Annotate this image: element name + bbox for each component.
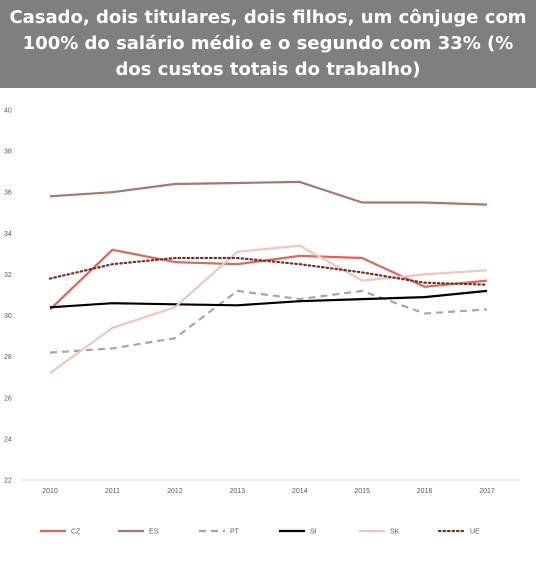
legend-label: SK bbox=[390, 529, 400, 536]
series-layer bbox=[48, 180, 489, 374]
y-tick-label: 34 bbox=[4, 231, 12, 238]
legend-label: ES bbox=[149, 529, 159, 536]
x-tick-label: 2011 bbox=[105, 488, 120, 495]
legend-label: PT bbox=[230, 529, 240, 536]
axis-layer: 22 24 26 28 30 32 34 36 38 40 2010 2011 2012 2013 2014… bbox=[4, 108, 520, 495]
x-tick-label: 2016 bbox=[417, 488, 433, 495]
chart-title-banner: Casado, dois titulares, dois filhos, um … bbox=[0, 0, 536, 88]
legend-item-sk: SK bbox=[359, 529, 400, 536]
y-tick-label: 36 bbox=[4, 190, 12, 197]
series-line-ue bbox=[48, 256, 489, 286]
legend: CZ ES PT SI SK UE bbox=[40, 529, 480, 536]
legend-label: CZ bbox=[71, 529, 81, 536]
legend-item-cz: CZ bbox=[40, 529, 81, 536]
y-tick-label: 30 bbox=[4, 313, 12, 320]
y-tick-label: 24 bbox=[4, 436, 12, 443]
y-tick-label: 28 bbox=[4, 354, 12, 361]
legend-label: SI bbox=[310, 529, 317, 536]
y-tick-label: 32 bbox=[4, 272, 12, 279]
y-tick-label: 26 bbox=[4, 395, 12, 402]
legend-item-pt: PT bbox=[199, 529, 240, 536]
x-tick-label: 2017 bbox=[479, 488, 495, 495]
y-tick-label: 40 bbox=[4, 108, 12, 115]
x-tick-label: 2014 bbox=[292, 488, 308, 495]
legend-item-es: ES bbox=[118, 529, 159, 536]
legend-label: UE bbox=[470, 529, 480, 536]
y-tick-label: 22 bbox=[4, 478, 12, 485]
series-line-pt bbox=[49, 289, 488, 354]
line-chart: 22 24 26 28 30 32 34 36 38 40 2010 2011 2012 2013 2014… bbox=[4, 108, 520, 536]
y-tick-label: 38 bbox=[4, 149, 12, 156]
series-line-cz bbox=[49, 248, 488, 311]
x-tick-label: 2013 bbox=[230, 488, 246, 495]
x-tick-label: 2010 bbox=[42, 488, 58, 495]
series-line-si bbox=[49, 289, 488, 309]
x-tick-label: 2012 bbox=[167, 488, 183, 495]
legend-item-ue: UE bbox=[437, 529, 480, 536]
legend-item-si: SI bbox=[279, 529, 317, 536]
series-line-sk bbox=[49, 244, 488, 374]
x-tick-label: 2015 bbox=[354, 488, 370, 495]
chart-title: Casado, dois titulares, dois filhos, um … bbox=[9, 7, 527, 80]
series-line-es bbox=[49, 180, 488, 206]
